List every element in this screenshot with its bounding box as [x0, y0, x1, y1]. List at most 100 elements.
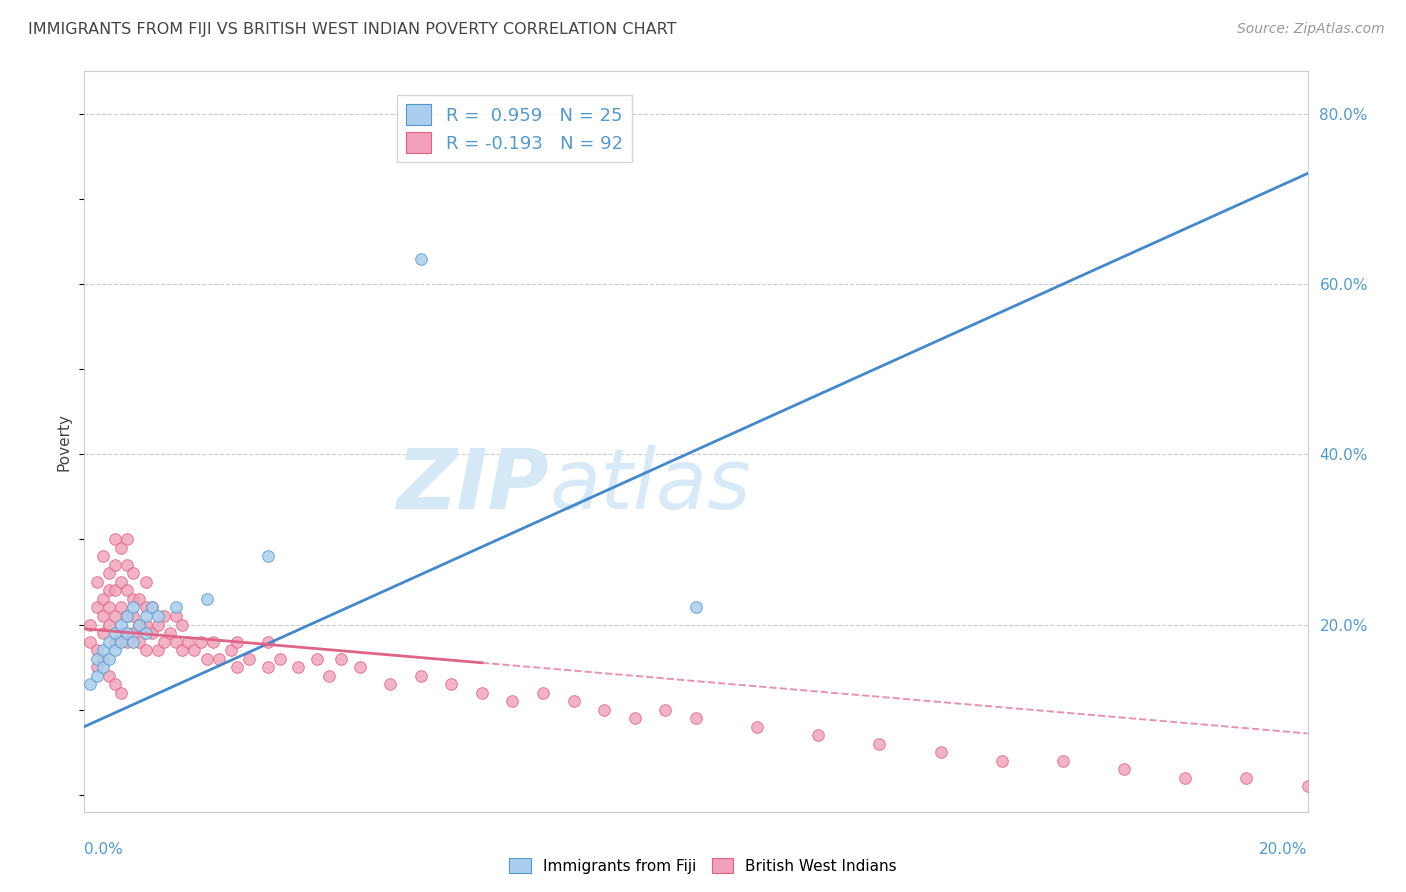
Point: [115, 583, 138, 598]
Point: [86, 660, 108, 674]
Point: [195, 651, 218, 665]
Point: [502, 694, 524, 708]
Point: [409, 252, 432, 266]
Point: [97, 651, 120, 665]
Point: [208, 651, 231, 665]
Point: [153, 634, 176, 648]
Point: [110, 541, 132, 555]
Point: [91, 660, 114, 674]
Point: [135, 617, 157, 632]
Point: [929, 745, 952, 759]
Point: [110, 617, 132, 632]
Point: [110, 685, 132, 699]
Point: [190, 634, 212, 648]
Point: [115, 626, 138, 640]
Text: 0.0%: 0.0%: [84, 841, 124, 856]
Point: [104, 583, 127, 598]
Point: [79, 677, 101, 691]
Point: [440, 677, 463, 691]
Legend: Immigrants from Fiji, British West Indians: Immigrants from Fiji, British West India…: [503, 852, 903, 880]
Point: [201, 634, 224, 648]
Point: [115, 558, 138, 572]
Point: [115, 609, 138, 624]
Text: Source: ZipAtlas.com: Source: ZipAtlas.com: [1237, 22, 1385, 37]
Text: ZIP: ZIP: [396, 445, 550, 526]
Point: [122, 600, 145, 615]
Point: [110, 626, 132, 640]
Point: [128, 591, 150, 606]
Point: [257, 634, 280, 648]
Text: 20.0%: 20.0%: [1260, 841, 1308, 856]
Point: [79, 617, 101, 632]
Point: [104, 626, 127, 640]
Point: [122, 634, 145, 648]
Point: [1236, 771, 1258, 785]
Point: [128, 634, 150, 648]
Point: [1296, 779, 1319, 793]
Point: [104, 643, 127, 657]
Point: [135, 574, 157, 589]
Point: [135, 626, 157, 640]
Point: [86, 651, 108, 665]
Point: [91, 643, 114, 657]
Point: [165, 634, 187, 648]
Point: [409, 668, 432, 682]
Point: [86, 600, 108, 615]
Point: [115, 609, 138, 624]
Point: [128, 617, 150, 632]
Point: [471, 685, 494, 699]
Point: [91, 609, 114, 624]
Point: [349, 660, 371, 674]
Point: [593, 703, 616, 717]
Point: [991, 754, 1014, 768]
Point: [685, 711, 707, 725]
Point: [97, 583, 120, 598]
Point: [135, 609, 157, 624]
Point: [97, 600, 120, 615]
Point: [238, 651, 260, 665]
Point: [165, 609, 187, 624]
Point: [318, 668, 340, 682]
Point: [257, 549, 280, 564]
Point: [97, 566, 120, 581]
Legend: R =  0.959   N = 25, R = -0.193   N = 92: R = 0.959 N = 25, R = -0.193 N = 92: [396, 95, 631, 162]
Point: [122, 591, 145, 606]
Point: [807, 728, 830, 742]
Point: [624, 711, 647, 725]
Point: [91, 651, 114, 665]
Point: [128, 617, 150, 632]
Point: [91, 591, 114, 606]
Point: [183, 643, 205, 657]
Point: [146, 609, 169, 624]
Point: [172, 643, 194, 657]
Point: [747, 720, 769, 734]
Point: [1114, 762, 1136, 776]
Point: [86, 643, 108, 657]
Point: [91, 549, 114, 564]
Point: [172, 617, 194, 632]
Point: [91, 626, 114, 640]
Point: [104, 558, 127, 572]
Point: [104, 634, 127, 648]
Point: [97, 634, 120, 648]
Point: [380, 677, 402, 691]
Point: [1052, 754, 1074, 768]
Point: [685, 600, 707, 615]
Point: [159, 626, 181, 640]
Point: [226, 660, 249, 674]
Point: [330, 651, 353, 665]
Point: [305, 651, 328, 665]
Point: [110, 574, 132, 589]
Point: [104, 533, 127, 547]
Point: [1174, 771, 1197, 785]
Point: [86, 668, 108, 682]
Point: [141, 600, 163, 615]
Point: [226, 634, 249, 648]
Point: [135, 643, 157, 657]
Point: [562, 694, 585, 708]
Point: [135, 600, 157, 615]
Point: [86, 574, 108, 589]
Point: [165, 600, 187, 615]
Point: [97, 668, 120, 682]
Point: [257, 660, 280, 674]
